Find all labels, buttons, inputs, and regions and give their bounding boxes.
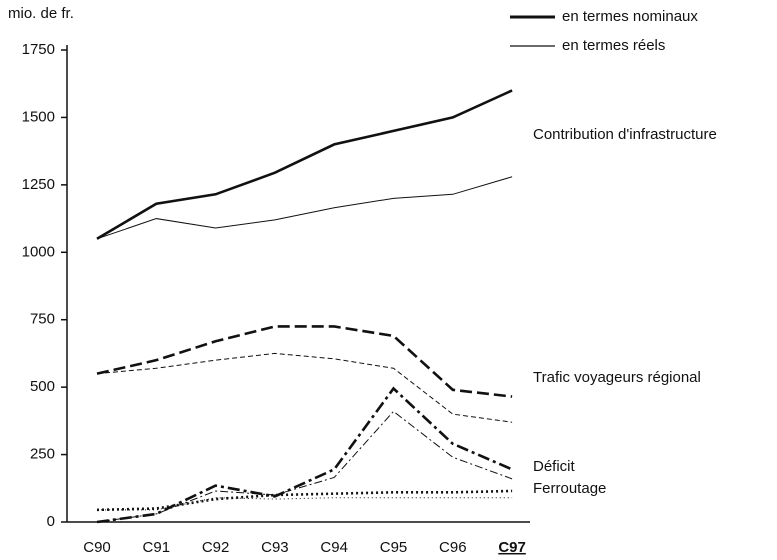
legend-label: en termes nominaux: [562, 8, 698, 25]
y-tick-label: 0: [47, 513, 55, 530]
x-tick-label: C93: [261, 539, 289, 556]
x-tick-label: C92: [202, 539, 230, 556]
series-label: Déficit: [533, 458, 576, 475]
x-tick-label: C94: [320, 539, 348, 556]
x-tick-label: C90: [83, 539, 111, 556]
y-tick-label: 1250: [22, 176, 55, 193]
series-line: [96, 410, 513, 523]
series-line: [96, 352, 513, 423]
series-label: Contribution d'infrastructure: [533, 126, 717, 143]
series-label: Trafic voyageurs régional: [533, 369, 701, 386]
y-tick-label: 1500: [22, 108, 55, 125]
y-tick-label: 750: [30, 311, 55, 328]
y-tick-label: 1000: [22, 243, 55, 260]
series-line: [96, 489, 513, 512]
series-label: Ferroutage: [533, 480, 606, 497]
series-line: [96, 386, 513, 524]
legend-label: en termes réels: [562, 37, 665, 54]
x-tick-label: C91: [143, 539, 171, 556]
x-tick-label: C95: [380, 539, 408, 556]
x-tick-label: C96: [439, 539, 467, 556]
series-line: [96, 176, 513, 240]
x-tick-label: C97: [498, 539, 526, 556]
series-line: [96, 325, 513, 398]
y-tick-label: 250: [30, 446, 55, 463]
y-axis-label: mio. de fr.: [8, 5, 74, 22]
y-tick-label: 500: [30, 378, 55, 395]
series-line: [97, 497, 513, 511]
y-tick-label: 1750: [22, 41, 55, 58]
series-line: [96, 89, 513, 240]
